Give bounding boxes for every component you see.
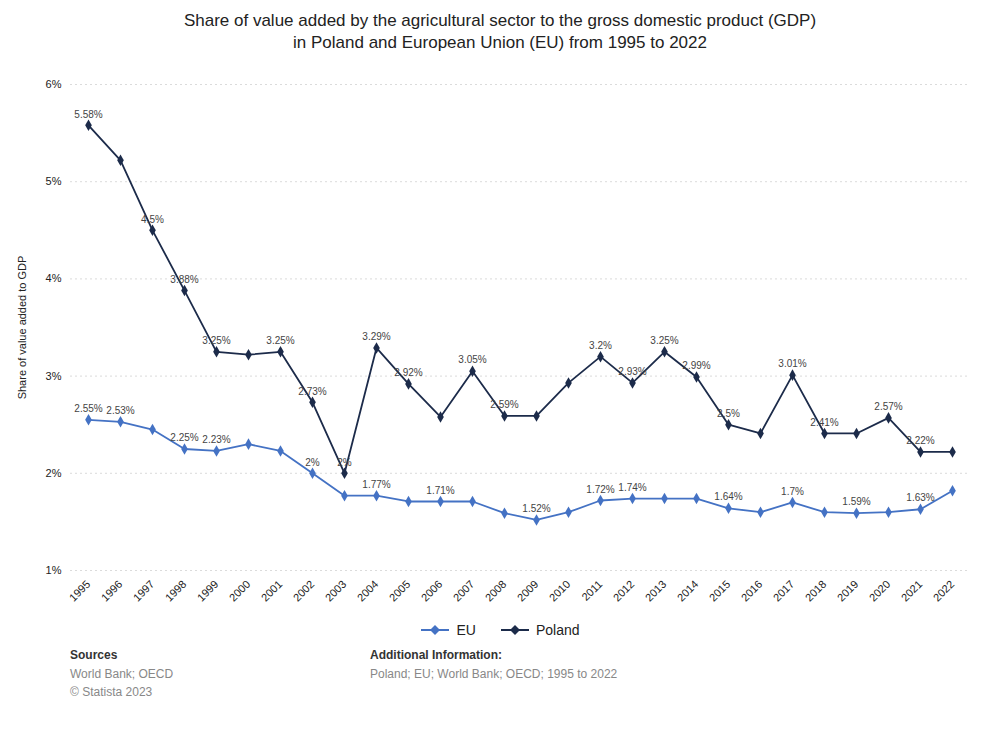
svg-text:2%: 2%	[46, 467, 62, 479]
svg-text:2.53%: 2.53%	[106, 405, 134, 416]
svg-text:2%: 2%	[337, 457, 352, 468]
svg-text:2006: 2006	[419, 578, 445, 604]
svg-text:5.58%: 5.58%	[74, 109, 102, 120]
svg-text:3.2%: 3.2%	[589, 340, 612, 351]
svg-text:1999: 1999	[195, 578, 221, 604]
svg-text:1.63%: 1.63%	[906, 492, 934, 503]
svg-text:2.92%: 2.92%	[394, 367, 422, 378]
svg-text:2013: 2013	[643, 578, 669, 604]
svg-text:2007: 2007	[451, 578, 477, 604]
html-text:World Bank; OECD © Statista 20: World Bank; OECD © Statista 2023	[70, 667, 174, 699]
svg-text:3.05%: 3.05%	[458, 354, 486, 365]
svg-text:2.23%: 2.23%	[202, 434, 230, 445]
svg-text:2.41%: 2.41%	[810, 417, 838, 428]
svg-text:2%: 2%	[305, 457, 320, 468]
svg-text:2015: 2015	[707, 578, 733, 604]
svg-text:2.57%: 2.57%	[874, 401, 902, 412]
svg-text:1.71%: 1.71%	[426, 485, 454, 496]
svg-text:2019: 2019	[835, 578, 861, 604]
svg-text:2011: 2011	[579, 578, 604, 603]
svg-text:2018: 2018	[803, 578, 829, 604]
svg-text:3.01%: 3.01%	[778, 358, 806, 369]
svg-text:2.25%: 2.25%	[170, 432, 198, 443]
svg-text:2.99%: 2.99%	[682, 360, 710, 371]
svg-text:2008: 2008	[483, 578, 509, 604]
svg-text:6%: 6%	[46, 78, 62, 90]
svg-text:1%: 1%	[46, 564, 62, 576]
svg-text:2020: 2020	[867, 578, 893, 604]
svg-text:3.29%: 3.29%	[362, 331, 390, 342]
svg-text:2009: 2009	[515, 578, 541, 604]
svg-text:1.72%: 1.72%	[586, 484, 614, 495]
html-text:EU: EU	[456, 622, 476, 638]
html-text:Poland: Poland	[535, 622, 580, 638]
svg-text:1995: 1995	[67, 578, 93, 604]
svg-text:3.25%: 3.25%	[202, 335, 230, 346]
html-text:Sources: Sources	[70, 648, 118, 662]
svg-text:2012: 2012	[611, 578, 637, 604]
svg-text:2022: 2022	[931, 578, 957, 604]
svg-text:1.77%: 1.77%	[362, 479, 390, 490]
svg-text:1.59%: 1.59%	[842, 496, 870, 507]
svg-text:1.52%: 1.52%	[522, 503, 550, 514]
svg-text:2.55%: 2.55%	[74, 403, 102, 414]
svg-text:2.93%: 2.93%	[618, 366, 646, 377]
svg-text:2016: 2016	[739, 578, 765, 604]
html-text:Additional Information:: Additional Information:	[370, 648, 502, 662]
svg-text:Share of value added to GDP: Share of value added to GDP	[16, 256, 28, 400]
svg-text:3.25%: 3.25%	[266, 335, 294, 346]
html-text:in Poland and European Union (: in Poland and European Union (EU) from 1…	[293, 33, 707, 52]
html-text:Poland; EU; World Bank; OECD;: Poland; EU; World Bank; OECD; 1995 to 20…	[370, 667, 618, 681]
svg-text:2017: 2017	[771, 578, 797, 604]
svg-text:5%: 5%	[46, 175, 62, 187]
svg-text:1.64%: 1.64%	[714, 491, 742, 502]
svg-text:1.74%: 1.74%	[618, 482, 646, 493]
svg-text:2.5%: 2.5%	[717, 408, 740, 419]
svg-text:2002: 2002	[291, 578, 317, 604]
svg-text:1996: 1996	[99, 578, 125, 604]
svg-text:1.7%: 1.7%	[781, 486, 804, 497]
svg-text:2004: 2004	[355, 578, 381, 604]
svg-text:2005: 2005	[387, 578, 413, 604]
html-text:Share of value added by the ag: Share of value added by the agricultural…	[183, 11, 817, 30]
svg-text:1997: 1997	[131, 578, 157, 604]
svg-text:2.22%: 2.22%	[906, 435, 934, 446]
svg-text:4%: 4%	[46, 272, 62, 284]
svg-text:4.5%: 4.5%	[141, 214, 164, 225]
svg-text:2000: 2000	[227, 578, 253, 604]
svg-text:2021: 2021	[899, 578, 925, 604]
svg-text:2010: 2010	[547, 578, 573, 604]
svg-text:3.88%: 3.88%	[170, 274, 198, 285]
svg-text:2.73%: 2.73%	[298, 386, 326, 397]
svg-text:3%: 3%	[46, 370, 62, 382]
svg-text:2001: 2001	[259, 578, 285, 604]
svg-text:3.25%: 3.25%	[650, 335, 678, 346]
svg-text:2003: 2003	[323, 578, 349, 604]
svg-text:2.59%: 2.59%	[490, 399, 518, 410]
svg-text:1998: 1998	[163, 578, 189, 604]
svg-text:2014: 2014	[675, 578, 701, 604]
